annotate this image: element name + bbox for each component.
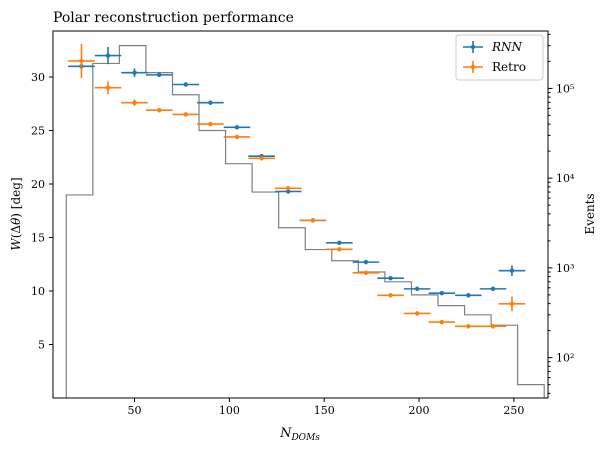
data-point xyxy=(363,259,369,265)
plot-frame xyxy=(52,30,549,399)
y2-axis-label: Events xyxy=(583,193,597,234)
data-point xyxy=(466,293,471,298)
y2-tick-label: 10³ xyxy=(556,262,574,275)
data-point xyxy=(388,275,393,281)
y-tick-label: 15 xyxy=(31,232,45,245)
legend-label: RNN xyxy=(491,40,523,54)
y-axis-label: W(Δθ) [deg] xyxy=(9,177,23,250)
x-tick-label: 100 xyxy=(219,404,240,417)
data-point xyxy=(132,70,137,75)
y2-tick-label: 10⁵ xyxy=(556,82,574,95)
x-tick-label: 250 xyxy=(503,404,524,417)
data-series xyxy=(68,43,526,329)
data-point xyxy=(285,189,291,194)
y-axis: 5 10 15 20 25 30 xyxy=(31,71,53,352)
legend-label: Retro xyxy=(492,60,526,74)
x-tick-label: 200 xyxy=(409,404,430,417)
y-tick-label: 20 xyxy=(31,178,45,191)
data-point xyxy=(337,240,342,246)
data-point xyxy=(337,247,342,252)
data-point xyxy=(157,107,162,113)
data-point xyxy=(363,270,369,276)
y-tick-label: 30 xyxy=(31,71,45,84)
chart-title: Polar reconstruction performance xyxy=(53,10,294,26)
histogram-step-line xyxy=(65,45,545,398)
data-point xyxy=(183,112,188,117)
y2-tick-label: 10² xyxy=(556,352,574,365)
legend-marker-point xyxy=(470,44,476,50)
data-point xyxy=(183,82,188,87)
data-point xyxy=(105,53,111,58)
data-point xyxy=(490,324,496,329)
x-tick-label: 50 xyxy=(128,404,142,417)
y2-tick-label: 10⁴ xyxy=(556,172,575,185)
data-point xyxy=(439,319,444,325)
data-point xyxy=(208,100,213,105)
data-point xyxy=(466,324,471,329)
legend-item-rnn: RNN xyxy=(463,40,523,54)
data-point xyxy=(509,268,515,273)
data-point xyxy=(157,72,162,78)
data-point xyxy=(208,121,213,127)
data-point xyxy=(234,125,240,130)
y-tick-label: 25 xyxy=(31,125,45,138)
series-retro xyxy=(68,43,526,329)
data-point xyxy=(285,186,291,191)
x-tick-label: 150 xyxy=(314,404,335,417)
data-point xyxy=(310,218,316,223)
data-point xyxy=(414,311,420,316)
events-histogram xyxy=(65,45,545,398)
data-point xyxy=(388,293,393,298)
data-point xyxy=(490,286,496,292)
data-point xyxy=(79,58,84,64)
legend-marker-point xyxy=(470,64,476,70)
legend-item-retro: Retro xyxy=(463,60,526,74)
data-point xyxy=(439,290,444,296)
data-point xyxy=(414,286,420,292)
y2-axis: 10² 10³ 10⁴ 10⁵ xyxy=(548,33,575,394)
legend: RNN Retro xyxy=(455,34,544,81)
data-point xyxy=(509,301,515,307)
data-point xyxy=(234,134,240,140)
y-tick-label: 10 xyxy=(31,285,45,298)
data-point xyxy=(259,156,264,161)
data-point xyxy=(105,85,111,90)
y-tick-label: 5 xyxy=(38,339,45,352)
x-axis: 50 100 150 200 250 xyxy=(128,398,524,417)
data-point xyxy=(132,100,137,105)
